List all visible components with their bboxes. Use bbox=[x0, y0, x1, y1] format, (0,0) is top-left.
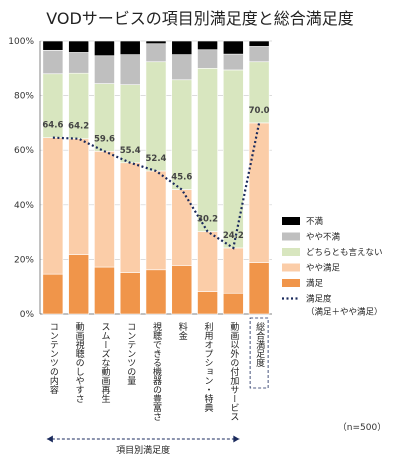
bar-segment bbox=[171, 40, 193, 55]
x-category-label: コンテンツの内容 bbox=[48, 322, 59, 395]
line-value-label: 45.6 bbox=[171, 173, 192, 183]
bar-segment bbox=[248, 46, 270, 63]
legend-label: どちらとも言えない bbox=[306, 247, 383, 258]
bar-segment bbox=[145, 269, 167, 315]
bar-segment bbox=[171, 265, 193, 315]
y-tick-label: 20% bbox=[14, 255, 34, 265]
bar-segment bbox=[94, 40, 115, 57]
legend-swatch bbox=[282, 232, 300, 241]
y-tick-label: 100% bbox=[8, 37, 34, 47]
bar-segment bbox=[42, 40, 64, 51]
x-axis: コンテンツの内容 動画視聴のしやすさ スムーズな動画再生 コンテンツの量 視聴できる機器… bbox=[48, 317, 269, 421]
bar-segment bbox=[94, 150, 115, 268]
legend-label-note: （満足＋やや満足） bbox=[306, 307, 383, 318]
bar-segment bbox=[222, 69, 244, 249]
bar-segment bbox=[222, 292, 244, 315]
group-indicator: 項目別満足度 bbox=[46, 435, 240, 456]
bar-segment bbox=[145, 170, 167, 271]
x-category-label: 動画視聴のしやすさ bbox=[74, 322, 85, 403]
bar-segment bbox=[119, 40, 141, 55]
legend-swatch bbox=[282, 263, 300, 272]
bar-segment bbox=[197, 291, 218, 315]
x-category-label: 利用オプション・特典 bbox=[203, 321, 214, 413]
legend-label: やや満足 bbox=[306, 264, 341, 274]
bar-segment bbox=[42, 137, 64, 275]
y-tick-label: 0% bbox=[20, 310, 35, 320]
line-value-label: 52.4 bbox=[146, 154, 167, 164]
group-arrow-head-left bbox=[46, 435, 53, 443]
group-arrow-head-right bbox=[233, 435, 240, 443]
bar-segment bbox=[222, 53, 244, 71]
legend-swatch bbox=[282, 217, 300, 225]
legend-swatch bbox=[282, 248, 300, 256]
bar-segment bbox=[68, 40, 90, 53]
line-value-label: 30.2 bbox=[197, 215, 218, 225]
bar-segment bbox=[197, 49, 218, 69]
x-category-label: 動画以外の付加サービス bbox=[228, 322, 239, 421]
group-label: 項目別満足度 bbox=[116, 444, 170, 456]
line-value-label: 59.6 bbox=[94, 134, 115, 144]
bar-segment bbox=[248, 40, 270, 47]
satisfaction-line: 64.6 64.2 59.6 55.4 52.4 45.6 30.2 24.2 70.0 bbox=[42, 106, 270, 250]
x-category-label: 料金 bbox=[177, 321, 188, 340]
bar-segment bbox=[119, 54, 141, 85]
bar-segment bbox=[197, 40, 218, 51]
y-tick-label: 80% bbox=[14, 92, 34, 102]
bar-segment bbox=[68, 138, 90, 255]
line-value-label: 24.2 bbox=[223, 231, 244, 241]
bar-segment bbox=[42, 49, 64, 75]
x-category-label: 総合満足度 bbox=[254, 321, 265, 368]
line-value-label: 70.0 bbox=[249, 106, 270, 116]
legend-label: 満足度 bbox=[306, 294, 332, 305]
y-tick-label: 60% bbox=[14, 146, 34, 156]
x-category-label: 視聴できる機器の豊富さ bbox=[151, 321, 162, 421]
bar-segment bbox=[94, 266, 115, 315]
line-value-label: 64.6 bbox=[42, 121, 63, 131]
bar-segment bbox=[68, 254, 90, 315]
bar-segment bbox=[197, 231, 218, 292]
legend-label: 満足 bbox=[306, 279, 324, 289]
x-category-label: コンテンツの量 bbox=[125, 322, 136, 385]
bar-segment bbox=[145, 40, 167, 45]
bar-segment bbox=[42, 273, 64, 315]
bar-segment bbox=[171, 54, 193, 81]
bar-segment bbox=[248, 262, 270, 315]
bar-segment bbox=[222, 40, 244, 55]
x-category-label: スムーズな動画再生 bbox=[99, 322, 110, 403]
line-value-label: 64.2 bbox=[68, 122, 89, 132]
legend-label: 不満 bbox=[306, 217, 324, 227]
y-tick-label: 40% bbox=[14, 201, 34, 211]
bar-segment bbox=[197, 68, 218, 232]
total-satisfaction-box bbox=[249, 317, 269, 389]
bar-segment bbox=[68, 52, 90, 74]
bar-segment bbox=[248, 122, 270, 263]
legend-label: やや不満 bbox=[306, 233, 341, 243]
bar-segment bbox=[145, 43, 167, 63]
chart-title: VODサービスの項目別満足度と総合満足度 bbox=[46, 9, 354, 28]
bar-segment bbox=[222, 247, 244, 294]
satisfaction-line-path bbox=[52, 122, 261, 250]
bar-segment bbox=[119, 162, 141, 273]
sample-size-note: （n=500） bbox=[338, 422, 386, 433]
bar-segment bbox=[94, 55, 115, 84]
line-value-label: 55.4 bbox=[120, 146, 141, 156]
bar-segment bbox=[119, 272, 141, 315]
bars bbox=[42, 40, 270, 315]
legend-swatch bbox=[282, 279, 300, 287]
